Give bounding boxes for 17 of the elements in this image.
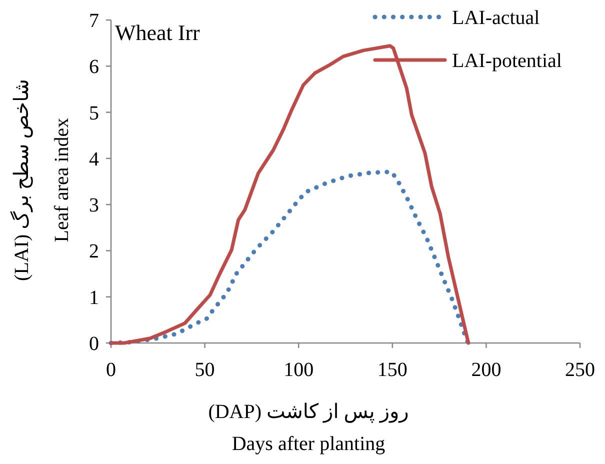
y-tick-label: 7: [89, 10, 99, 32]
y-tick-label: 5: [89, 102, 99, 124]
x-tick-label: 100: [284, 359, 314, 381]
x-tick-label: 200: [471, 359, 502, 381]
y-tick-label: 4: [89, 148, 99, 170]
y-tick-label: 3: [89, 194, 99, 217]
legend-label: LAI-potential: [452, 50, 562, 72]
y-tick-label: 6: [89, 56, 99, 78]
x-tick-label: 50: [194, 359, 215, 381]
x-tick-label: 250: [565, 359, 595, 381]
y-tick-label: 0: [89, 333, 99, 355]
legend-label: LAI-actual: [452, 7, 540, 29]
chart-title: Wheat Irr: [115, 20, 201, 45]
x-tick-label: 0: [106, 359, 116, 381]
y-tick-label: 2: [89, 240, 99, 263]
y-tick-label: 1: [89, 286, 99, 309]
x-tick-label: 150: [377, 359, 408, 381]
